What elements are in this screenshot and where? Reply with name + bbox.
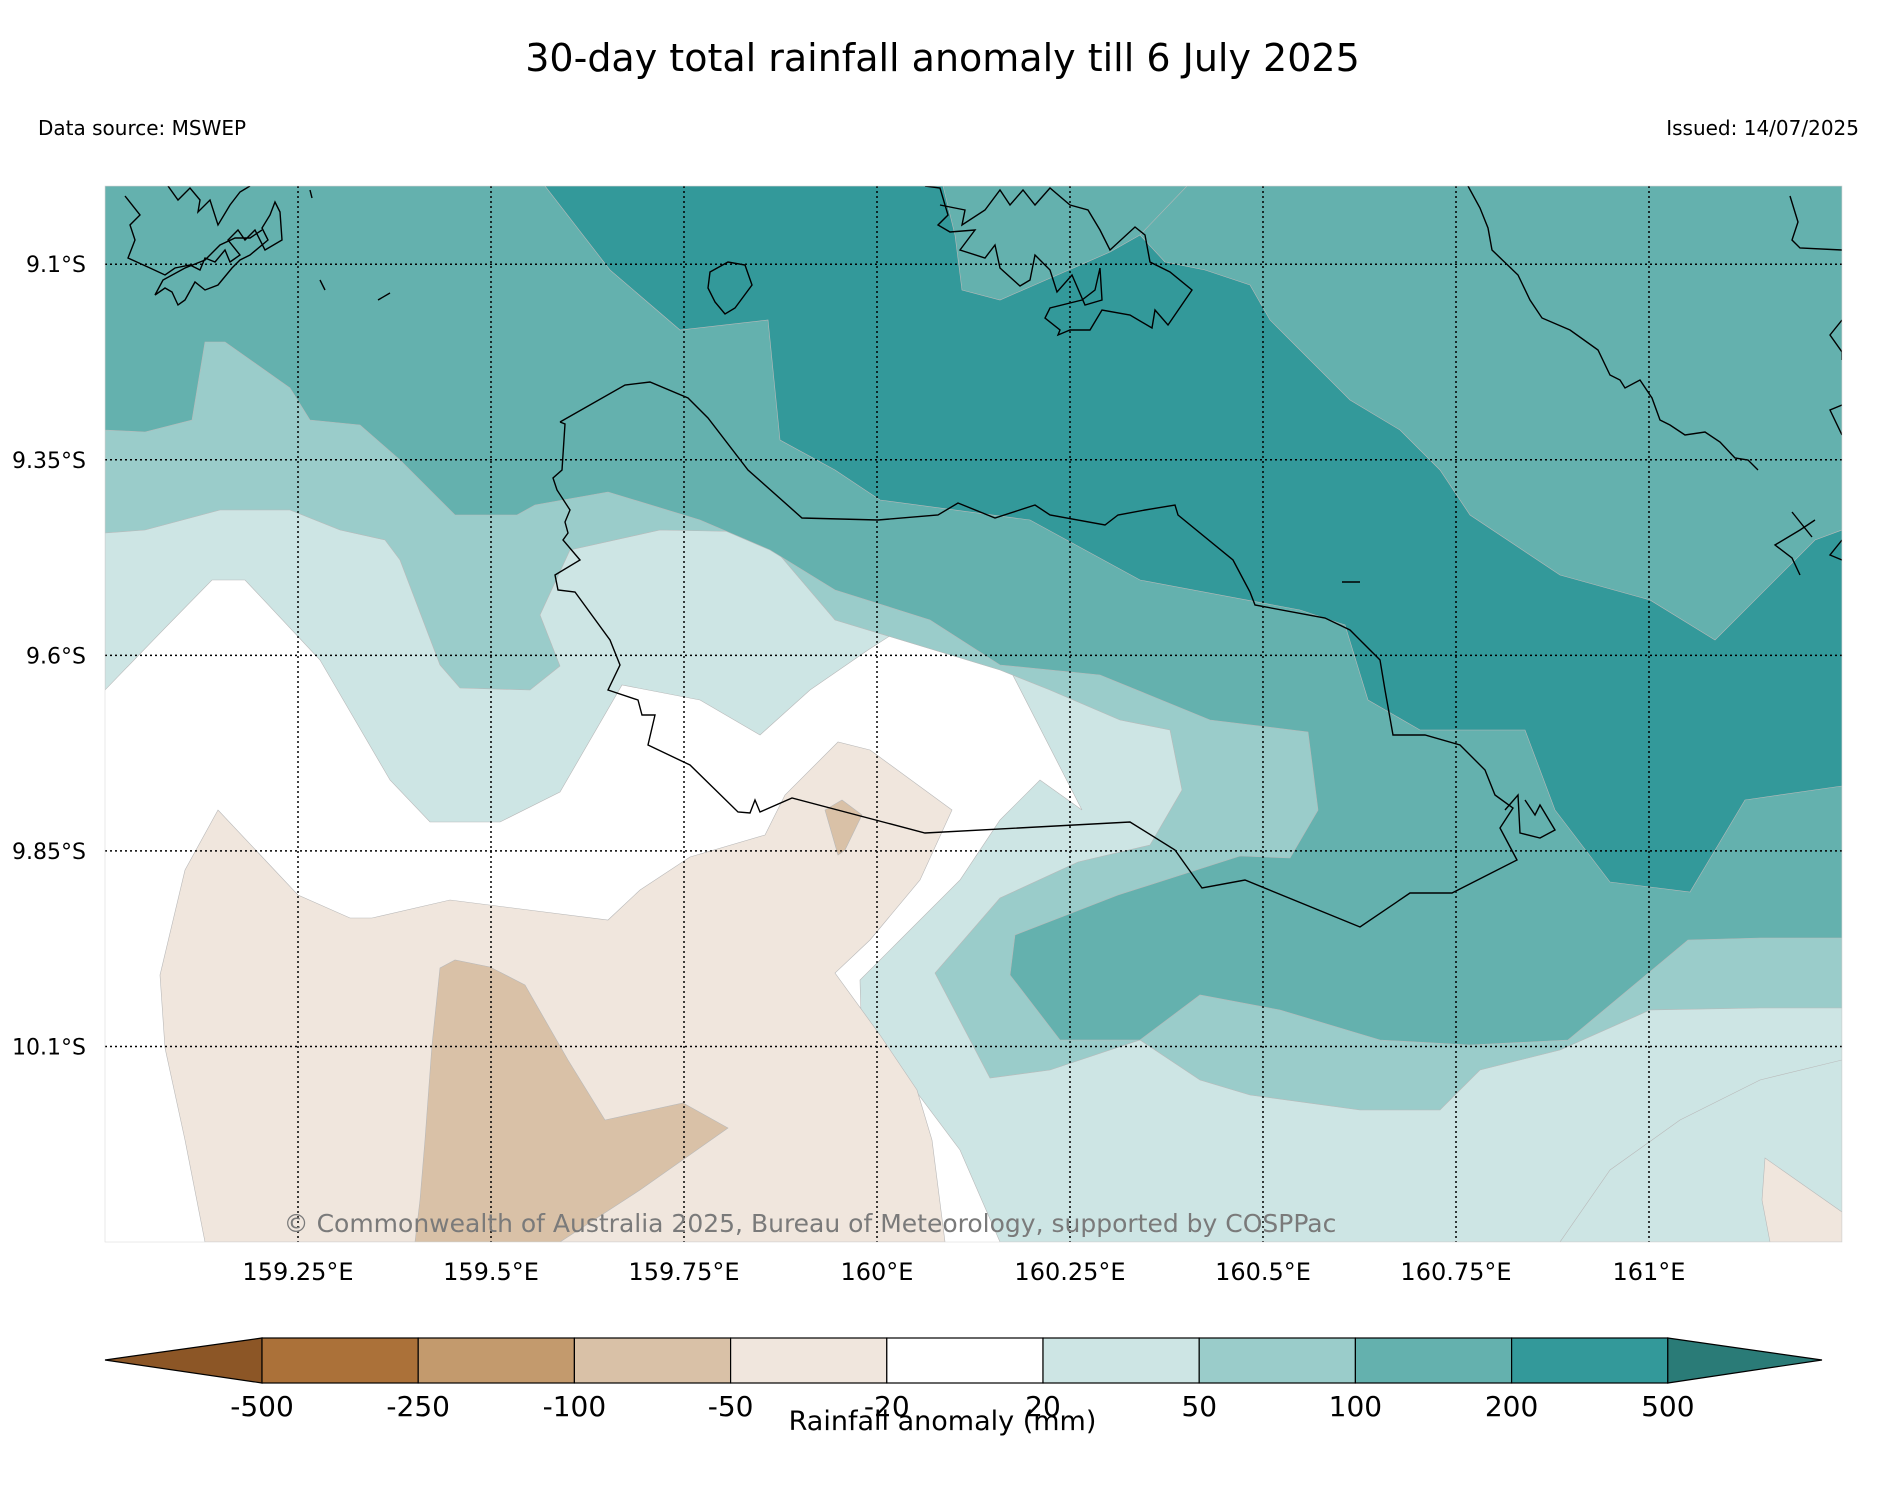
colorbar-bin [1043,1338,1199,1383]
lon-tick-label: 159.25°E [242,1258,353,1286]
colorbar [105,1338,1822,1383]
colorbar-extend-min [105,1338,262,1383]
lat-tick-label: 10.1°S [12,1035,86,1060]
lat-tick-label: 9.1°S [26,253,86,278]
lon-tick-label: 161°E [1613,1258,1686,1286]
lat-tick-label: 9.6°S [26,644,86,669]
lon-tick-label: 160.25°E [1014,1258,1125,1286]
lon-tick-label: 160°E [841,1258,914,1286]
colorbar-bin [1512,1338,1668,1383]
longitude-tick-labels: 159.25°E 159.5°E 159.75°E 160°E 160.25°E 160.… [242,1258,1685,1286]
colorbar-bin [418,1338,574,1383]
lon-tick-label: 159.75°E [628,1258,739,1286]
colorbar-bin [887,1338,1043,1383]
colorbar-extend-max [1668,1338,1822,1383]
contour-layer [105,186,1842,1242]
lat-tick-label: 9.35°S [12,449,86,474]
colorbar-bin [731,1338,887,1383]
lat-tick-label: 9.85°S [12,840,86,865]
lon-tick-label: 159.5°E [443,1258,539,1286]
latitude-tick-labels: 9.1°S 9.35°S 9.6°S 9.85°S 10.1°S [12,253,86,1060]
colorbar-bin [1199,1338,1355,1383]
copyright-text: © Commonwealth of Australia 2025, Bureau… [284,1209,1337,1238]
lon-tick-label: 160.5°E [1215,1258,1311,1286]
colorbar-bin [1355,1338,1511,1383]
colorbar-label: Rainfall anomaly (mm) [0,1406,1885,1437]
lon-tick-label: 160.75°E [1400,1258,1511,1286]
colorbar-bin [574,1338,730,1383]
colorbar-bin [262,1338,418,1383]
